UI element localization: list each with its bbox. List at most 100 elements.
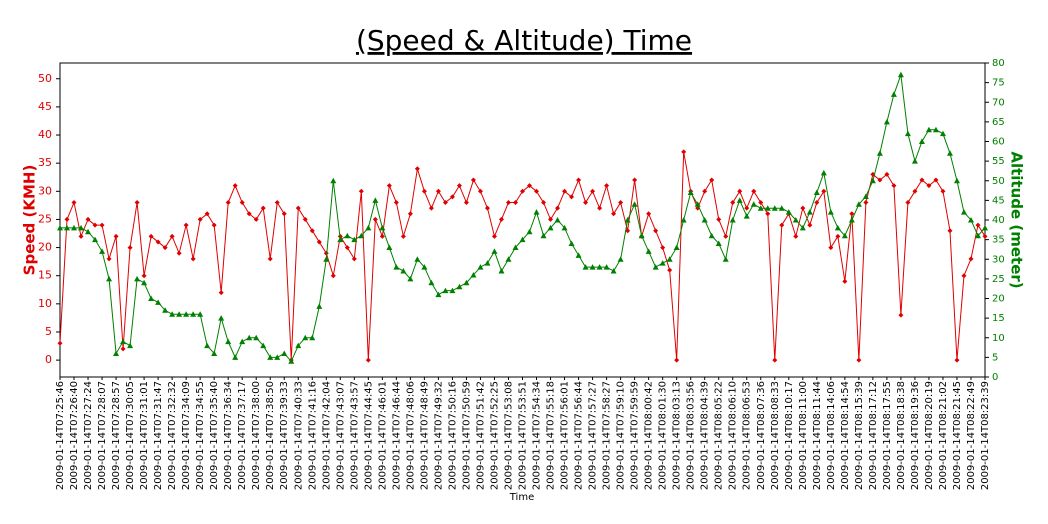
data-point [562, 188, 568, 194]
data-point [386, 244, 393, 250]
data-point [933, 177, 939, 183]
data-point [491, 233, 497, 239]
y2-tick-label: 65 [992, 117, 1005, 128]
x-tick-label: 2009-01-14T07:51:42 [475, 381, 486, 490]
x-axis-label: Time [509, 492, 534, 503]
x-tick-label: 2009-01-14T08:11:00 [798, 381, 809, 490]
series-line [60, 74, 986, 363]
data-point [330, 177, 337, 184]
y2-tick-label: 55 [992, 156, 1005, 167]
data-point [905, 200, 911, 206]
data-point [106, 256, 112, 262]
data-point [793, 233, 799, 239]
data-point [779, 222, 785, 228]
data-point [806, 209, 813, 215]
data-point [730, 200, 736, 206]
data-point [113, 350, 120, 356]
data-point [863, 200, 869, 206]
y2-tick-label: 30 [992, 254, 1005, 265]
data-point [975, 222, 981, 228]
data-point [463, 279, 470, 286]
x-tick-label: 2009-01-14T07:48:06 [405, 381, 416, 490]
data-point [442, 287, 449, 294]
x-tick-label: 2009-01-14T07:30:05 [125, 381, 136, 490]
data-point [267, 354, 274, 360]
data-point [722, 256, 729, 262]
data-point [57, 340, 63, 346]
x-tick-label: 2009-01-14T07:25:46 [55, 381, 66, 490]
x-tick-label: 2009-01-14T07:37:17 [237, 381, 248, 490]
data-point [757, 205, 764, 211]
data-point [218, 315, 225, 321]
data-point [681, 149, 687, 155]
data-point [751, 188, 757, 194]
data-point [778, 205, 785, 211]
data-point [505, 256, 512, 262]
data-point [632, 177, 638, 183]
data-point [183, 311, 190, 317]
data-point [765, 211, 771, 217]
data-point [918, 138, 925, 144]
x-tick-label: 2009-01-14T08:22:49 [966, 381, 977, 490]
data-point [169, 233, 175, 239]
x-tick-label: 2009-01-14T07:39:33 [279, 381, 290, 490]
data-point [926, 183, 932, 189]
data-point [99, 222, 105, 228]
data-point [190, 256, 196, 262]
x-tick-label: 2009-01-14T07:48:49 [419, 381, 430, 490]
data-point [547, 224, 554, 231]
data-point [667, 267, 673, 273]
data-point [589, 264, 596, 270]
y2-tick-label: 70 [992, 97, 1005, 108]
data-point [576, 177, 582, 183]
data-point [940, 188, 946, 194]
data-point [449, 194, 455, 200]
data-point [645, 248, 652, 254]
y2-tick-label: 5 [992, 352, 998, 363]
x-tick-label: 2009-01-14T07:59:59 [630, 381, 641, 490]
data-point [134, 200, 140, 206]
y-tick-label: 25 [38, 212, 52, 225]
data-point [330, 273, 336, 279]
data-point [456, 183, 462, 189]
data-point [379, 224, 386, 231]
y2-tick-label: 80 [992, 58, 1005, 69]
x-tick-label: 2009-01-14T07:43:07 [335, 381, 346, 490]
x-tick-label: 2009-01-14T08:06:53 [742, 381, 753, 490]
data-point [484, 205, 490, 211]
data-point [365, 224, 372, 231]
data-point [414, 256, 421, 262]
data-point [302, 334, 309, 341]
data-point [351, 256, 357, 262]
data-point [197, 216, 203, 222]
x-tick-label: 2009-01-14T07:38:50 [265, 381, 276, 490]
data-point [267, 256, 273, 262]
data-point [758, 200, 764, 206]
data-point [708, 232, 715, 239]
data-point [548, 216, 554, 222]
x-tick-label: 2009-01-14T08:17:12 [868, 381, 879, 490]
x-tick-label: 2009-01-14T08:00:42 [644, 381, 655, 490]
data-point [925, 126, 932, 133]
data-point [309, 228, 315, 234]
data-point [176, 250, 182, 256]
data-point [120, 338, 127, 345]
data-point [190, 311, 197, 317]
y-tick-label: 15 [38, 269, 52, 282]
data-point [498, 268, 505, 274]
x-tick-label: 2009-01-14T07:41:16 [307, 381, 318, 490]
data-point [646, 211, 652, 217]
data-point [568, 240, 575, 247]
data-point [435, 188, 441, 194]
data-point [946, 150, 953, 156]
data-point [807, 222, 813, 228]
x-tick-label: 2009-01-14T07:42:04 [321, 381, 332, 490]
data-point [78, 233, 84, 239]
x-tick-label: 2009-01-14T08:11:44 [812, 381, 823, 490]
data-point [673, 244, 680, 250]
x-tick-label: 2009-01-14T07:54:34 [532, 381, 543, 490]
data-point [183, 222, 189, 228]
chart-title: (Speed & Altitude) Time [356, 24, 692, 57]
data-point [176, 311, 183, 317]
series-line [59, 151, 986, 361]
